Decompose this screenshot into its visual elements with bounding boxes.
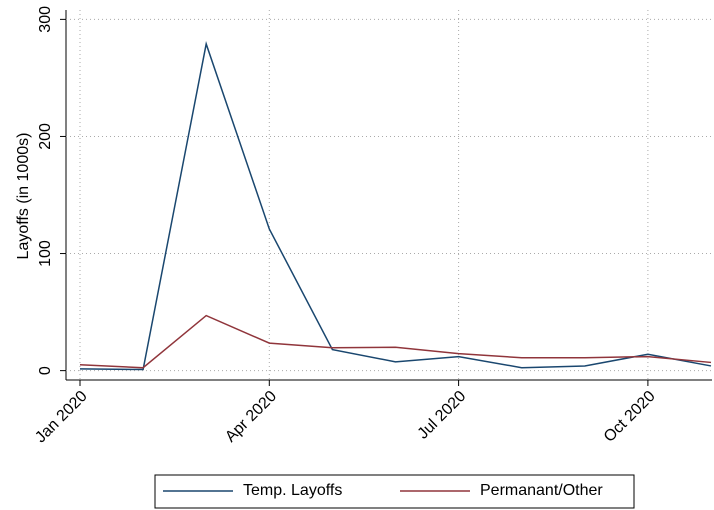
x-tick-label: Apr 2020 — [222, 388, 280, 446]
legend-label: Temp. Layoffs — [243, 482, 342, 499]
y-tick-label: 300 — [37, 6, 54, 33]
y-tick-label: 200 — [37, 123, 54, 150]
legend-label: Permanant/Other — [480, 482, 603, 499]
x-tick-label: Oct 2020 — [601, 388, 659, 446]
x-tick-label: Jul 2020 — [415, 388, 470, 443]
y-tick-label: 0 — [37, 366, 54, 375]
y-tick-label: 100 — [37, 240, 54, 267]
series-line — [79, 314, 712, 369]
x-tick-label: Jan 2020 — [32, 388, 91, 447]
legend-box — [154, 474, 635, 509]
series-line — [79, 41, 712, 371]
y-axis-label: Layoffs (in 1000s) — [15, 133, 32, 260]
